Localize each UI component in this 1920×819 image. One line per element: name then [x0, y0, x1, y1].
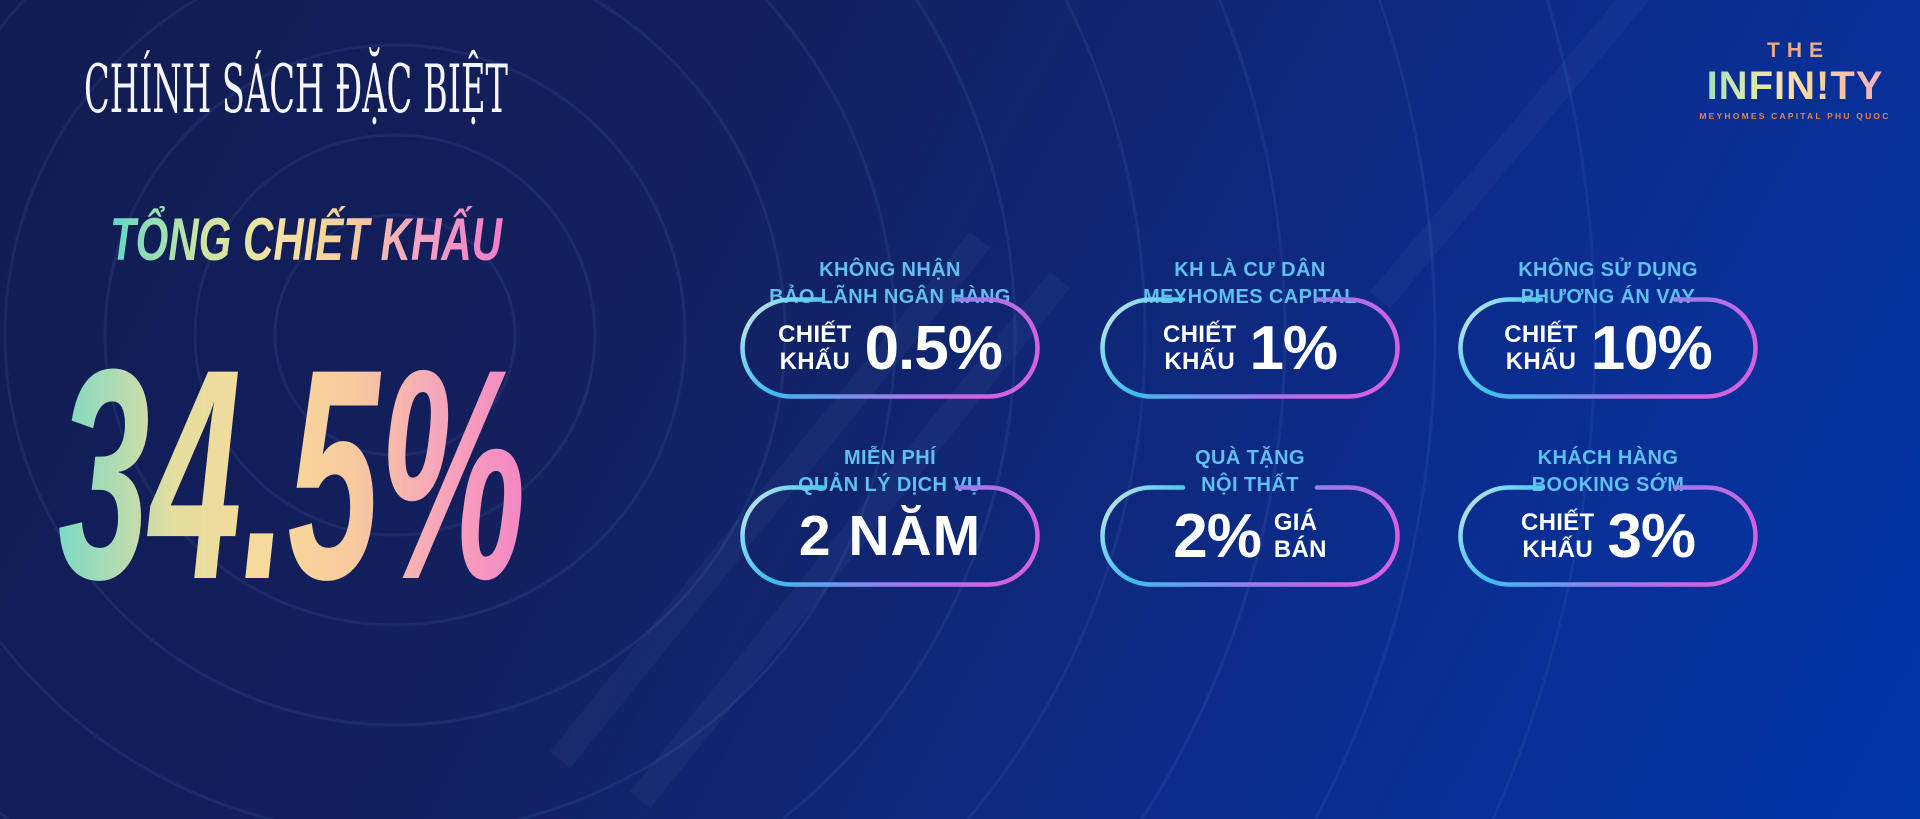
discount-prefix: CHIẾT KHẤU: [1520, 509, 1595, 563]
benefit-condition: MIỄN PHÍ QUẢN LÝ DỊCH VỤ: [798, 447, 982, 496]
svg-text:34.5%: 34.5%: [58, 326, 526, 606]
benefit-value-group: CHIẾT KHẤU 0.5%: [740, 297, 1040, 399]
pill-border: [1100, 485, 1400, 587]
pill-border: [740, 485, 1040, 587]
benefit-condition: KHÔNG NHẬN BẢO LÃNH NGÂN HÀNG: [769, 259, 1011, 308]
discount-value: 2 NĂM: [798, 504, 982, 568]
discount-prefix: CHIẾT KHẤU: [778, 321, 852, 375]
benefit-card-resident: KH LÀ CƯ DÂN MEYHOMES CAPITAL CHIẾT KHẤU…: [1100, 257, 1400, 407]
discount-prefix: CHIẾT KHẤU: [1504, 321, 1578, 375]
slide-title: CHÍNH SÁCH ĐẶC BIỆT: [84, 49, 508, 128]
svg-text:TỔNG CHIẾT KHẤU: TỔNG CHIẾT KHẤU: [110, 206, 503, 273]
benefit-condition: KH LÀ CƯ DÂN MEYHOMES CAPITAL: [1143, 259, 1357, 308]
discount-value: 10%: [1590, 313, 1713, 383]
benefit-value-group: 2 NĂM: [740, 485, 1040, 587]
brand-logo: THE INFIN!TY MEYHOMES CAPITAL PHU QUOC: [1690, 40, 1900, 121]
discount-value: 3%: [1607, 501, 1696, 571]
total-discount-label: TỔNG CHIẾT KHẤU: [110, 206, 503, 273]
benefit-condition: KHÔNG SỬ DỤNG PHƯƠNG ÁN VAY: [1518, 259, 1698, 308]
benefit-value-group: 2% GIÁ BÁN: [1100, 485, 1400, 587]
benefit-card-free-management: MIỄN PHÍ QUẢN LÝ DỊCH VỤ 2 NĂM: [740, 445, 1040, 595]
pill-border: [1458, 485, 1758, 587]
total-discount-value: 34.5%: [58, 326, 526, 606]
benefit-value-group: CHIẾT KHẤU 10%: [1458, 297, 1758, 399]
pill-border: [1458, 297, 1758, 399]
benefit-value-group: CHIẾT KHẤU 3%: [1458, 485, 1758, 587]
discount-value: 2%: [1173, 501, 1262, 571]
discount-value: 0.5%: [864, 313, 1003, 383]
pill-border: [740, 297, 1040, 399]
brand-logo-name: INFIN!TY: [1690, 66, 1900, 106]
discount-value: 1%: [1249, 313, 1338, 383]
benefit-card-furniture-gift: QUÀ TẶNG NỘI THẤT 2% GIÁ BÁN: [1100, 445, 1400, 595]
pill-border: [1100, 297, 1400, 399]
brand-logo-the: THE: [1690, 40, 1900, 61]
benefit-card-bank-guarantee: KHÔNG NHẬN BẢO LÃNH NGÂN HÀNG CHIẾT KHẤU…: [740, 257, 1040, 407]
discount-prefix: CHIẾT KHẤU: [1162, 321, 1237, 375]
benefit-card-early-booking: KHÁCH HÀNG BOOKING SỚM CHIẾT KHẤU 3%: [1458, 445, 1758, 595]
benefit-condition: KHÁCH HÀNG BOOKING SỚM: [1531, 447, 1685, 496]
svg-text:CHÍNH SÁCH ĐẶC BIỆT: CHÍNH SÁCH ĐẶC BIỆT: [84, 49, 508, 128]
brand-logo-subtitle: MEYHOMES CAPITAL PHU QUOC: [1699, 111, 1891, 121]
discount-suffix: GIÁ BÁN: [1273, 509, 1327, 563]
benefit-value-group: CHIẾT KHẤU 1%: [1100, 297, 1400, 399]
benefit-card-no-loan: KHÔNG SỬ DỤNG PHƯƠNG ÁN VAY CHIẾT KHẤU 1…: [1458, 257, 1758, 407]
benefit-condition: QUÀ TẶNG NỘI THẤT: [1195, 447, 1305, 496]
